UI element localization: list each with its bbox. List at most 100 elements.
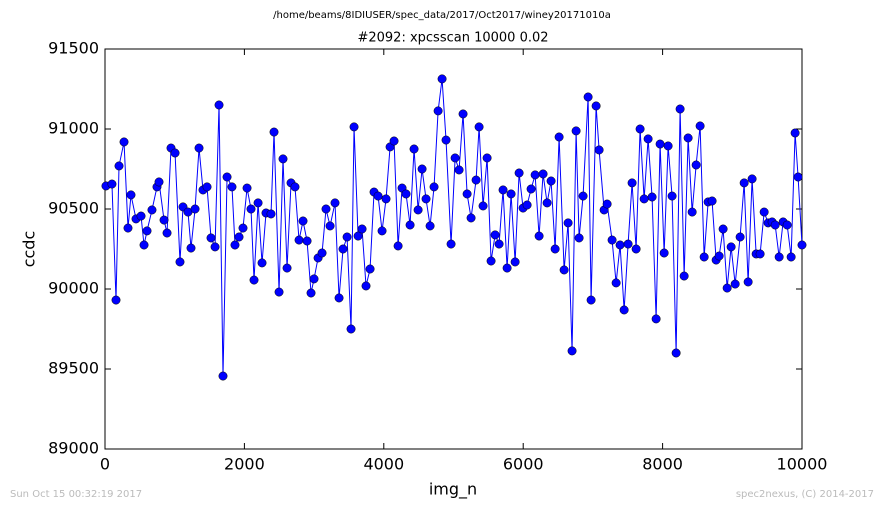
data-point: [567, 346, 577, 356]
data-point: [266, 209, 276, 219]
data-point: [234, 232, 244, 242]
data-point: [175, 257, 185, 267]
x-tick-label: 2000: [224, 455, 265, 474]
data-point: [490, 230, 500, 240]
data-point: [210, 242, 220, 252]
data-point: [338, 244, 348, 254]
data-point: [306, 288, 316, 298]
data-point: [294, 235, 304, 245]
data-point: [714, 251, 724, 261]
data-point: [691, 160, 701, 170]
x-tick-label: 10000: [777, 455, 828, 474]
data-point: [413, 205, 423, 215]
data-point: [389, 136, 399, 146]
data-point: [675, 104, 685, 114]
data-point: [699, 252, 709, 262]
data-point: [317, 248, 327, 258]
data-point: [506, 189, 516, 199]
data-point: [797, 240, 807, 250]
data-point: [743, 277, 753, 287]
data-point: [349, 122, 359, 132]
data-point: [253, 198, 263, 208]
data-point: [290, 182, 300, 192]
data-point: [471, 175, 481, 185]
data-point: [607, 235, 617, 245]
data-point: [441, 135, 451, 145]
footer-left: Sun Oct 15 00:32:19 2017: [10, 489, 142, 500]
data-point: [202, 182, 212, 192]
y-tick-label: 89000: [48, 439, 99, 458]
data-point: [298, 216, 308, 226]
data-point: [417, 164, 427, 174]
data-point: [774, 252, 784, 262]
suptitle: /home/beams/8IDIUSER/spec_data/2017/Oct2…: [273, 10, 611, 21]
data-point: [170, 148, 180, 158]
data-point: [269, 127, 279, 137]
data-point: [446, 239, 456, 249]
data-point: [594, 145, 604, 155]
data-point: [190, 204, 200, 214]
chart-title: #2092: xpcsscan 10000 0.02: [357, 31, 548, 46]
data-point: [433, 106, 443, 116]
data-point: [643, 134, 653, 144]
data-point: [222, 172, 232, 182]
data-point: [274, 287, 284, 297]
data-point: [377, 226, 387, 236]
data-point: [425, 221, 435, 231]
data-point: [623, 239, 633, 249]
data-point: [342, 232, 352, 242]
data-point: [123, 223, 133, 233]
data-point: [663, 141, 673, 151]
data-point: [554, 132, 564, 142]
data-point: [770, 220, 780, 230]
data-point: [639, 194, 649, 204]
data-point: [454, 165, 464, 175]
data-point: [631, 244, 641, 254]
data-point: [635, 124, 645, 134]
data-point: [194, 143, 204, 153]
data-point: [302, 236, 312, 246]
data-point: [683, 133, 693, 143]
data-point: [437, 74, 447, 84]
footer-right: spec2nexus, (C) 2014-2017: [736, 489, 874, 500]
data-point: [542, 198, 552, 208]
data-point: [373, 191, 383, 201]
data-point: [486, 256, 496, 266]
data-point: [679, 271, 689, 281]
y-tick-label: 91500: [48, 39, 99, 58]
data-point: [346, 324, 356, 334]
data-point: [790, 128, 800, 138]
data-point: [321, 204, 331, 214]
data-point: [147, 205, 157, 215]
y-tick-label: 90000: [48, 279, 99, 298]
data-point: [563, 218, 573, 228]
data-point: [401, 189, 411, 199]
data-point: [218, 371, 228, 381]
data-point: [615, 240, 625, 250]
data-point: [695, 121, 705, 131]
data-point: [659, 248, 669, 258]
data-point: [325, 221, 335, 231]
data-point: [530, 170, 540, 180]
data-point: [611, 278, 621, 288]
data-point: [671, 348, 681, 358]
plot-frame: [104, 48, 803, 450]
data-point: [655, 139, 665, 149]
data-point: [278, 154, 288, 164]
data-point: [466, 213, 476, 223]
data-point: [162, 228, 172, 238]
data-point: [759, 207, 769, 217]
data-point: [474, 122, 484, 132]
x-axis-label: img_n: [429, 480, 477, 500]
data-point: [111, 295, 121, 305]
y-axis-label: ccdc: [20, 231, 39, 268]
data-point: [514, 168, 524, 178]
data-point: [546, 176, 556, 186]
data-point: [114, 161, 124, 171]
data-point: [353, 231, 363, 241]
data-point: [747, 174, 757, 184]
data-point: [458, 109, 468, 119]
data-point: [651, 314, 661, 324]
data-point: [578, 191, 588, 201]
